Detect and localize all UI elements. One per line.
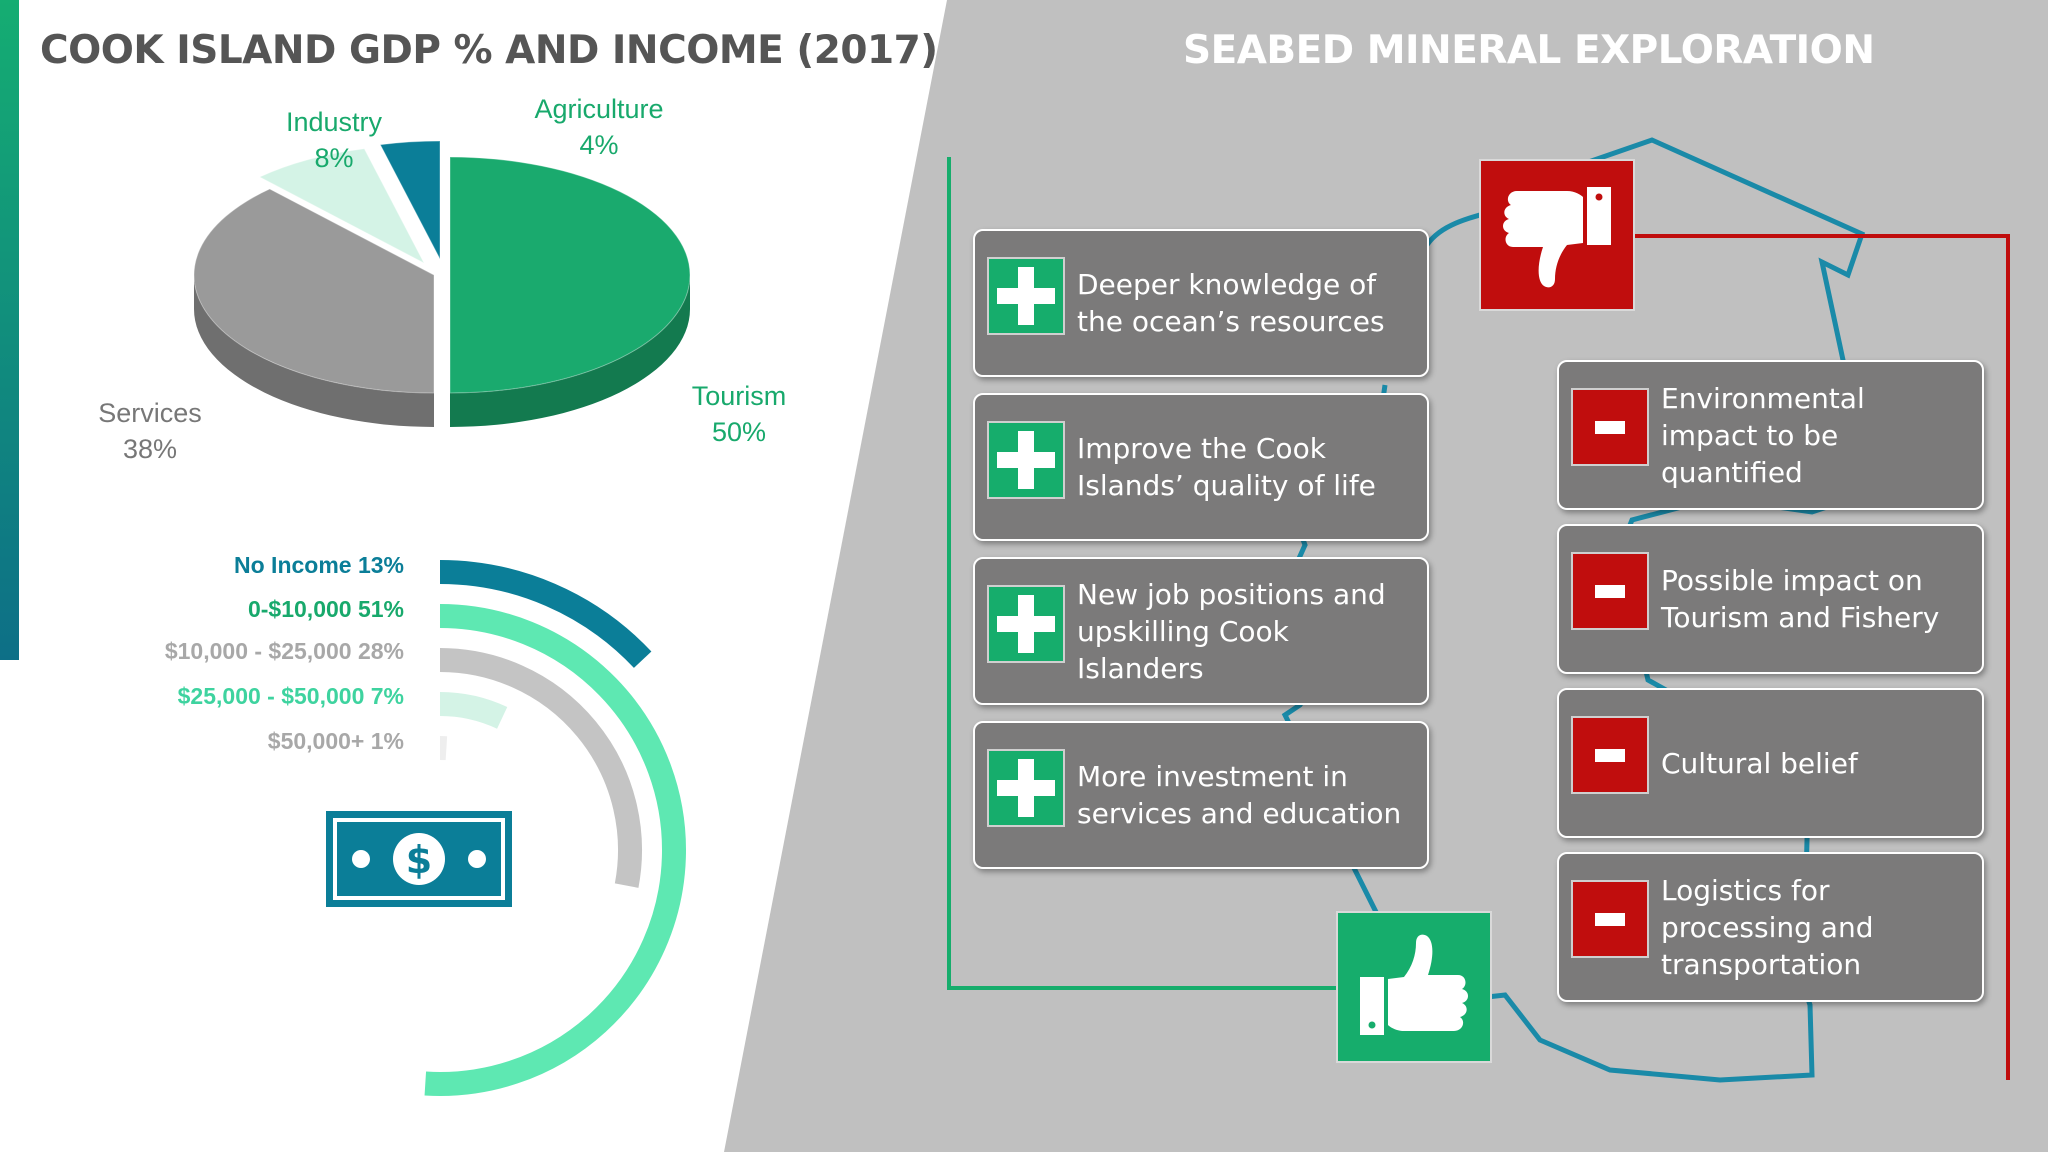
con-badge [1571,880,1649,958]
con-text-3: Cultural belief [1661,746,1858,780]
pro-badge [987,257,1065,335]
minus-icon [1595,748,1625,762]
accent-bar [0,0,19,660]
plus-icon [997,431,1055,489]
income-ring-3 [439,648,642,888]
pro-text-2: Improve the Cook Islands’ quality of lif… [1077,432,1376,502]
thumbs-up-icon [1360,934,1468,1035]
minus-icon [1595,420,1625,434]
gdp-pie-chart [193,140,691,427]
pie-label-services-name: Services [98,398,202,428]
pie-slice-tourism [449,156,691,394]
income-ring-4 [439,692,508,729]
plus-icon [997,759,1055,817]
svg-text:$: $ [406,838,432,882]
pro-badge [987,585,1065,663]
con-badge [1571,388,1649,466]
con-card-4: Logistics for processing and transportat… [1557,852,1984,1002]
pie-label-services-pct: 38% [122,434,178,464]
pie-label-tourism-pct: 50% [711,417,767,447]
con-text-4: Logistics for processing and transportat… [1661,873,1874,981]
minus-icon [1595,912,1625,926]
thumbs-up-box [1336,911,1492,1063]
pie-label-agriculture-pct: 4% [579,130,619,160]
pie-label-tourism: Tourism 50% [629,378,849,450]
income-ring-1 [439,560,652,668]
pro-card-1: Deeper knowledge of the ocean’s resource… [973,229,1429,377]
pie-wall-tourism [450,275,690,427]
pie-label-tourism-name: Tourism [691,381,787,411]
con-card-2: Possible impact on Tourism and Fishery [1557,524,1984,674]
pie-label-agriculture-name: Agriculture [534,94,664,124]
pro-bracket-line [947,157,1336,990]
con-bracket-line [1635,234,2010,1080]
pie-slice-services [193,188,435,394]
right-title: SEABED MINERAL EXPLORATION [1183,28,1875,73]
pie-label-services: Services 38% [40,395,260,467]
plus-icon [997,595,1055,653]
minus-icon [1595,584,1625,598]
income-ring-2 [424,604,686,1096]
pro-card-3: New job positions and upskilling Cook Is… [973,557,1429,705]
thumbs-down-box [1479,159,1635,311]
pie-label-industry-name: Industry [285,107,383,137]
con-card-3: Cultural belief [1557,688,1984,838]
pro-badge [987,749,1065,827]
income-label-50000-plus: $50,000+ 1% [267,728,404,754]
pie-label-industry-pct: 8% [314,143,354,173]
con-text-2: Possible impact on Tourism and Fishery [1661,564,1940,634]
income-label-0-10000: 0-$10,000 51% [247,596,404,622]
pro-text-1: Deeper knowledge of the ocean’s resource… [1077,268,1385,338]
pie-label-agriculture: Agriculture 4% [489,91,709,163]
pro-card-4: More investment in services and educatio… [973,721,1429,869]
income-label-no-income: No Income 13% [234,552,404,578]
pie-slice-agriculture [379,140,441,260]
thumbs-down-icon [1503,187,1611,288]
pro-text-4: More investment in services and educatio… [1077,760,1402,830]
plus-icon [997,267,1055,325]
pie-label-industry: Industry 8% [224,104,444,176]
income-label-10000-25000: $10,000 - $25,000 28% [164,638,404,664]
pro-text-3: New job positions and upskilling Cook Is… [1077,577,1386,685]
income-label-25000-50000: $25,000 - $50,000 7% [177,683,404,709]
pie-wall-services [194,275,434,427]
income-radial-chart [424,560,686,1096]
con-text-1: Environmental impact to be quantified [1661,381,1865,489]
con-badge [1571,716,1649,794]
con-card-1: Environmental impact to be quantified [1557,360,1984,510]
left-title: COOK ISLAND GDP % AND INCOME (2017) [40,28,938,73]
pro-card-2: Improve the Cook Islands’ quality of lif… [973,393,1429,541]
pie-slice-industry [258,148,426,265]
con-badge [1571,552,1649,630]
dollar-bill-icon: $ [326,811,512,907]
pro-badge [987,421,1065,499]
